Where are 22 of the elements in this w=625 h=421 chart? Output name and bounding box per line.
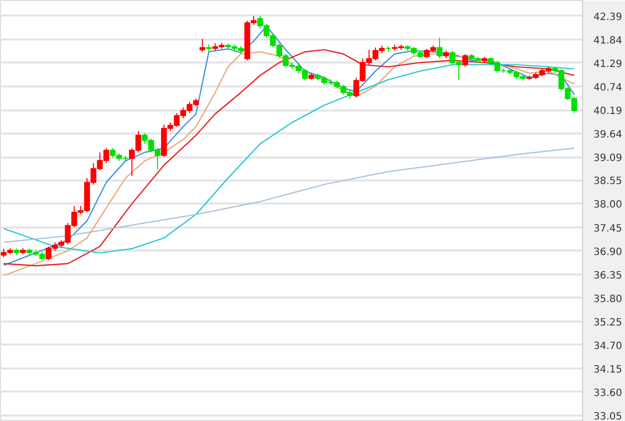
candlestick <box>200 38 206 52</box>
y-tick-label: 42.39 <box>594 12 622 23</box>
y-tick-label: 37.45 <box>594 223 622 234</box>
y-tick-label: 40.74 <box>594 82 622 94</box>
y-tick-label: 40.19 <box>594 106 622 118</box>
y-tick-label: 39.09 <box>594 153 622 164</box>
y-tick-label: 35.25 <box>594 317 622 328</box>
y-tick-label: 38.55 <box>594 176 622 188</box>
candlestick <box>436 37 442 59</box>
y-tick-label: 33.60 <box>594 388 622 399</box>
line-series <box>3 148 575 243</box>
y-tick-label: 33.05 <box>594 412 622 421</box>
y-tick-label: 38.00 <box>594 200 622 211</box>
y-tick-label: 35.80 <box>594 294 622 305</box>
y-tick-label: 34.15 <box>594 364 622 376</box>
y-tick-label: 41.29 <box>594 58 622 70</box>
y-tick-label: 36.90 <box>594 246 622 258</box>
candlestick <box>462 53 468 68</box>
y-tick-label: 41.84 <box>594 35 622 46</box>
y-tick-label: 36.35 <box>594 270 622 282</box>
y-tick-label: 34.70 <box>594 340 622 352</box>
y-tick-label: 39.64 <box>594 130 622 141</box>
